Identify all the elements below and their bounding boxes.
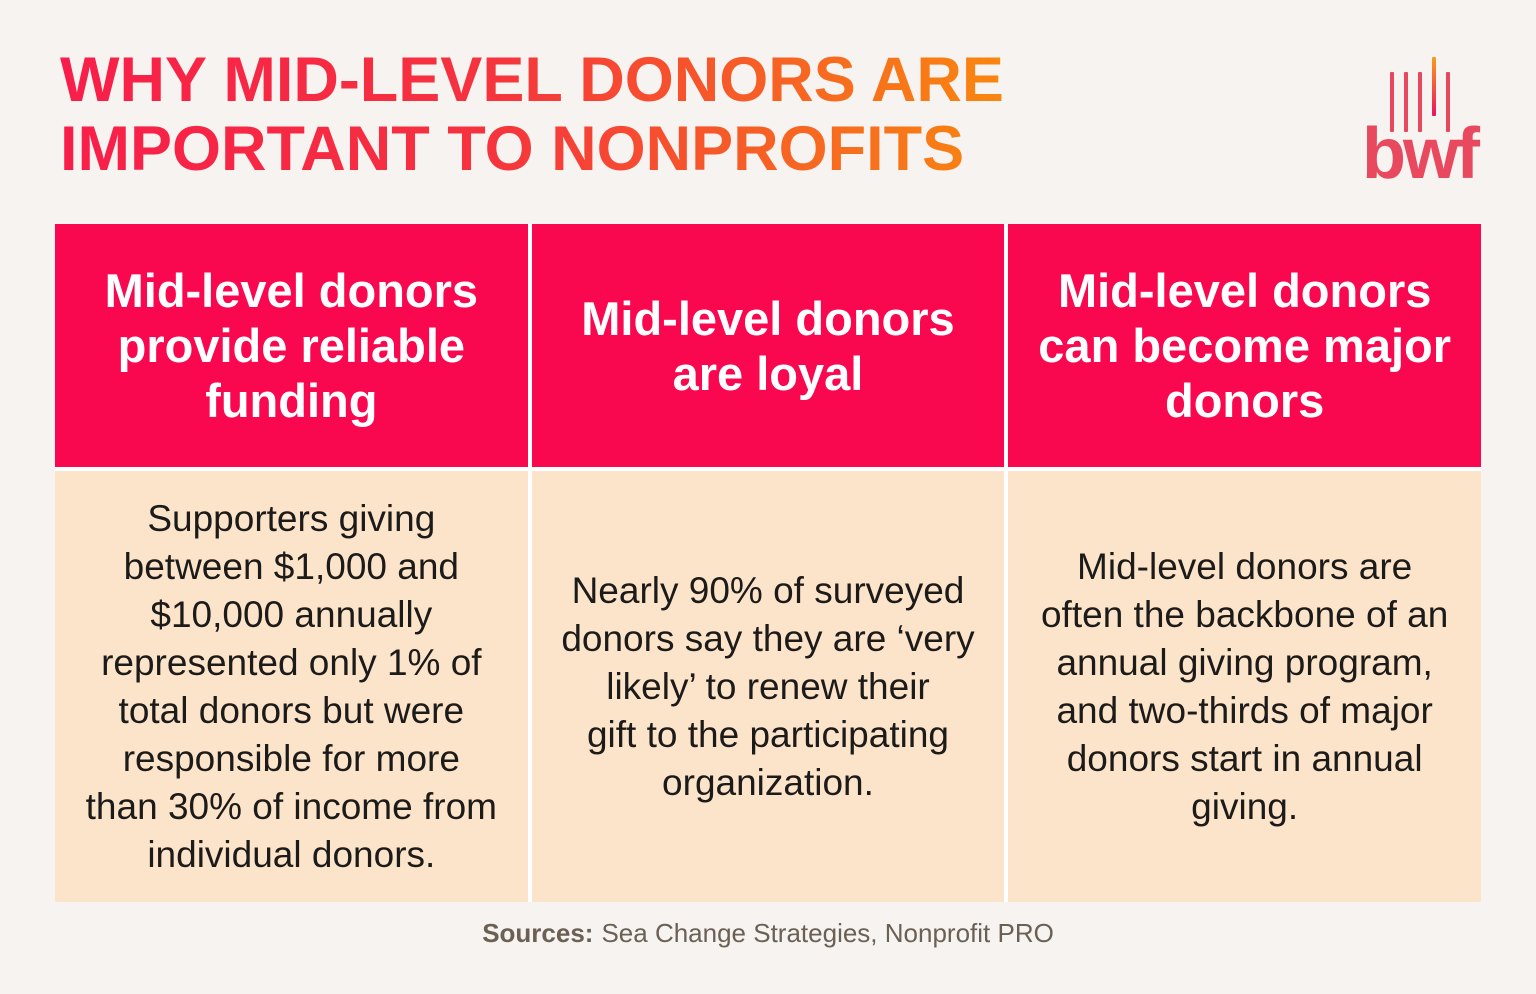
- logo-bar-icon: [1445, 72, 1450, 132]
- sources-line: Sources: Sea Change Strategies, Nonprofit…: [0, 918, 1536, 949]
- logo-wordmark: bwf: [1362, 114, 1480, 194]
- header-cell-reliable-funding: Mid-level donors provide reliable fundin…: [55, 224, 528, 467]
- logo-bar-icon: [1403, 72, 1408, 132]
- page-title-line-2: IMPORTANT TO NONPROFITS: [60, 115, 1004, 184]
- logo-bar-icon: [1417, 72, 1422, 132]
- body-cell-loyal: Nearly 90% of surveyed donors say they a…: [531, 471, 1005, 902]
- sources-label: Sources:: [482, 918, 594, 948]
- bwf-logo: bwf: [1362, 57, 1480, 194]
- page-title-line-1: WHY MID-LEVEL DONORS ARE: [60, 45, 1004, 115]
- logo-gradient-bar-icon: [1431, 57, 1436, 116]
- body-cell-major-donors: Mid-level donors are often the backbone …: [1008, 471, 1481, 902]
- header-cell-loyal: Mid-level donors are loyal: [531, 224, 1005, 467]
- sources-text: Sea Change Strategies, Nonprofit PRO: [601, 918, 1054, 948]
- header-cell-major-donors: Mid-level donors can become major donors: [1008, 224, 1481, 467]
- bar-lines-icon: [1389, 57, 1450, 132]
- body-cell-reliable-funding: Supporters giving between $1,000 and $10…: [55, 471, 528, 902]
- donor-facts-table: Mid-level donors provide reliable fundin…: [55, 224, 1481, 902]
- page-title: WHY MID-LEVEL DONORS ARE IMPORTANT TO NO…: [60, 46, 1004, 184]
- logo-bar-icon: [1389, 72, 1394, 132]
